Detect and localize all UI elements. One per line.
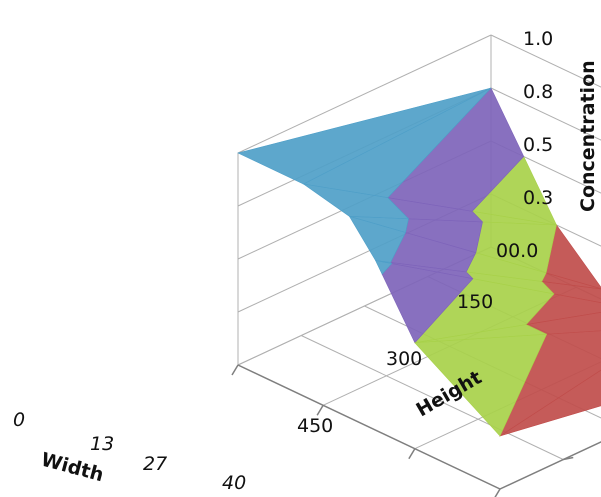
concentration-tick-label: 0.5 <box>523 134 553 156</box>
width-axis-line <box>237 364 501 490</box>
side-wall-gridline <box>490 34 601 88</box>
width-tick-label: 27 <box>143 453 167 475</box>
width-tick-label: 13 <box>90 433 114 455</box>
concentration-tick-label: 0.8 <box>523 81 553 103</box>
height-axis-line <box>499 441 601 490</box>
floor-gridline <box>301 335 564 460</box>
side-wall-gridline <box>490 87 601 141</box>
concentration-tick-label: 00.0 <box>496 240 538 262</box>
width-tick-mark <box>408 448 416 460</box>
concentration-tick-label: 1.0 <box>523 28 553 50</box>
surface-patch <box>237 87 492 185</box>
surface-patch <box>414 333 548 437</box>
side-wall-gridline <box>490 140 601 194</box>
height-tick-mark <box>563 456 574 461</box>
surface-patch <box>375 260 393 275</box>
width-tick-mark <box>494 488 501 497</box>
height-tick-label: 300 <box>386 348 422 370</box>
concentration-axis-title: Concentration <box>577 60 599 212</box>
width-tick-mark <box>231 364 239 376</box>
back-wall-gridline <box>237 34 492 154</box>
axes-layer <box>231 364 601 497</box>
height-tick-label: 150 <box>457 291 493 313</box>
surface-layer <box>237 87 601 437</box>
width-tick-mark <box>316 404 324 416</box>
width-tick-label: 0 <box>13 409 25 431</box>
width-tick-label: 40 <box>222 472 246 494</box>
height-tick-label: 450 <box>297 415 333 437</box>
concentration-tick-label: 0.3 <box>523 187 553 209</box>
